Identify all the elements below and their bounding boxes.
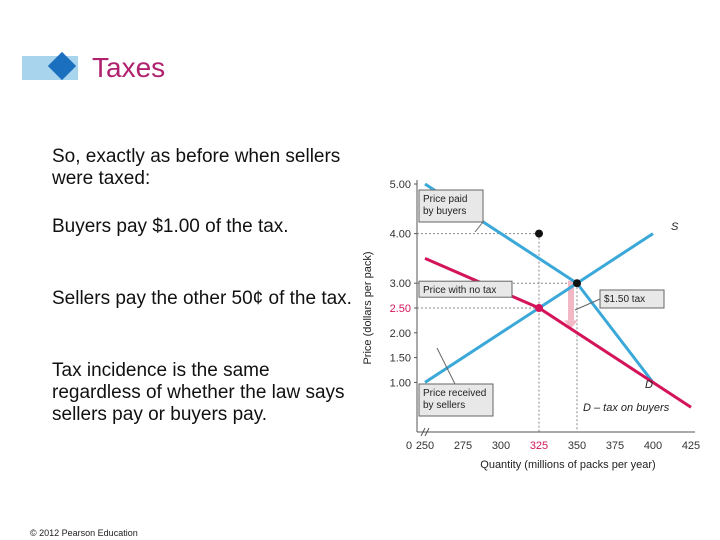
- y-tick-label: 1.00: [390, 377, 411, 389]
- tax-arrow-shaft: [568, 280, 574, 321]
- price-paid-annotation-box: [418, 189, 484, 223]
- axis-break-line: [424, 427, 430, 437]
- price-received-annotation-leader: [436, 347, 456, 385]
- price-received-annotation-box: [418, 383, 494, 417]
- tax-annotation-text: $1.50 tax: [604, 294, 645, 305]
- paragraph-sellers: Sellers pay the other 50¢ of the tax.: [52, 288, 352, 309]
- y-tick-label: 5.00: [390, 179, 411, 191]
- slide-title: Taxes: [92, 52, 166, 83]
- y-tick-label: 1.50: [390, 353, 411, 365]
- copyright-text: © 2012 Pearson Education: [30, 528, 138, 538]
- y-tick-label: 2.50: [390, 303, 411, 315]
- price-no-tax-annotation: Price with no tax: [418, 280, 513, 298]
- x-tick-label: 375: [606, 440, 624, 452]
- demand-label: D: [645, 379, 653, 391]
- axis-break-mark: [420, 427, 430, 437]
- equilibrium-point-no-tax: [573, 279, 581, 288]
- paragraph-intro: So, exactly as before when sellers were …: [52, 146, 341, 189]
- paragraph-incidence: Tax incidence is the same regardless of …: [52, 360, 345, 425]
- price-paid-annotation-text: Price paid: [423, 194, 467, 205]
- x-tick-label: 0: [406, 440, 412, 452]
- supply-label: S: [671, 221, 679, 233]
- x-tick-label: 425: [682, 440, 700, 452]
- x-tick-label: 300: [492, 440, 510, 452]
- tax-incidence-chart: Price (dollars per pack) Quantity (milli…: [362, 179, 700, 471]
- y-tick-label: 2.00: [390, 328, 411, 340]
- x-tick-label: 400: [644, 440, 662, 452]
- axis-break-line: [420, 427, 426, 437]
- equilibrium-point-sellers: [535, 304, 543, 312]
- price-no-tax-annotation-box: [418, 280, 513, 298]
- equilibrium-point-buyers: [535, 229, 543, 238]
- price-no-tax-annotation-text: Price with no tax: [423, 285, 496, 296]
- x-tick-label: 325: [530, 440, 548, 452]
- tax-annotation: $1.50 tax: [574, 289, 665, 311]
- tax-annotation-box: [599, 289, 665, 309]
- tax-annotation-leader: [574, 298, 601, 311]
- price-received-annotation-text: by sellers: [423, 400, 465, 411]
- tax-arrow-head: [564, 320, 578, 329]
- x-tick-label: 250: [416, 440, 434, 452]
- y-tick-label: 4.00: [390, 229, 411, 241]
- price-paid-annotation-leader: [474, 221, 484, 233]
- paragraph-buyers: Buyers pay $1.00 of the tax.: [52, 216, 289, 237]
- x-axis-label: Quantity (millions of packs per year): [480, 459, 655, 471]
- y-tick-label: 3.00: [390, 278, 411, 290]
- price-received-annotation-text: Price received: [423, 388, 486, 399]
- x-tick-label: 350: [568, 440, 586, 452]
- x-tick-label: 275: [454, 440, 472, 452]
- demand-tax-label: D – tax on buyers: [583, 402, 670, 414]
- price-paid-annotation-text: by buyers: [423, 206, 466, 217]
- y-axis-label: Price (dollars per pack): [362, 251, 374, 364]
